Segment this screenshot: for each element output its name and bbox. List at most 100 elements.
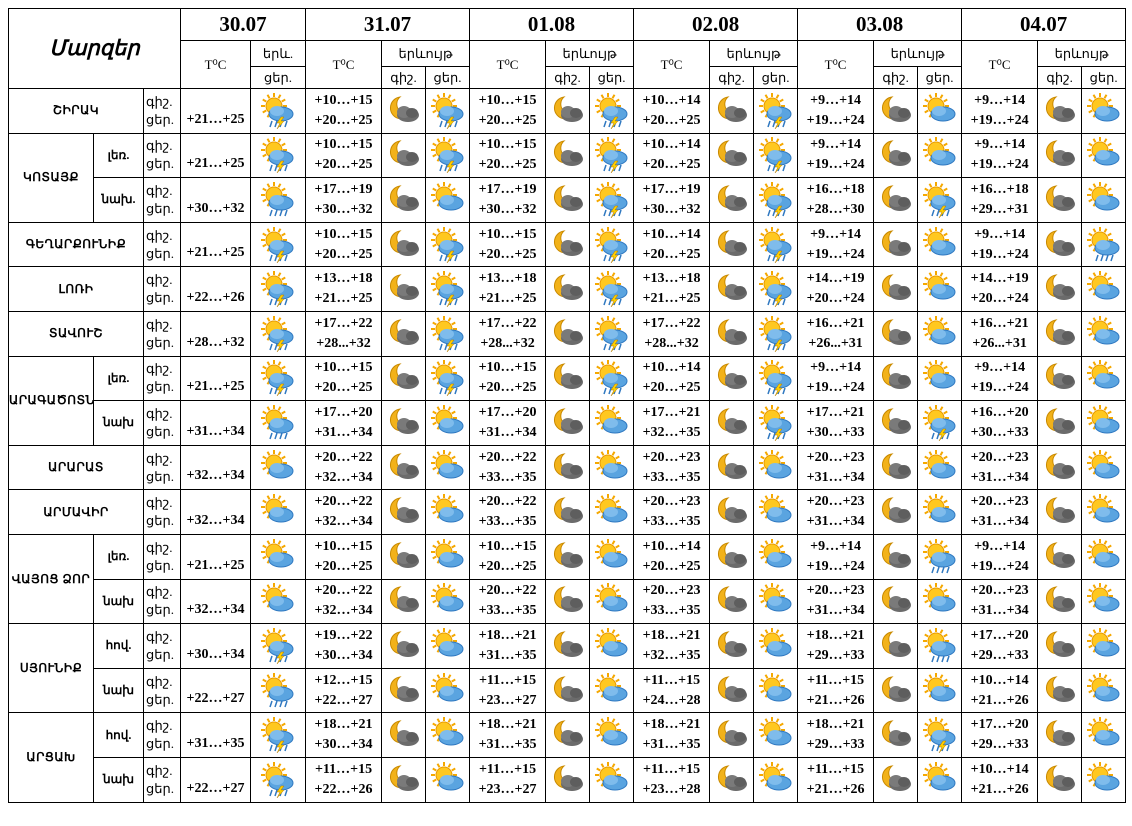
temperature: +17…+19 +30…+32 xyxy=(469,177,547,223)
night-temp: +16…+18 xyxy=(806,181,865,197)
date-header: 02.08 xyxy=(633,8,799,41)
icon-cell xyxy=(1037,444,1083,491)
icon-cell xyxy=(709,355,755,402)
weather-icon xyxy=(881,363,911,390)
icon-cell xyxy=(917,756,963,803)
icon-cell xyxy=(545,533,591,580)
temperature: +11…+15 +21…+26 xyxy=(797,667,875,714)
day-temp: +33…+35 xyxy=(478,603,537,619)
icon-cell xyxy=(425,578,471,625)
temperature: +14…+19 +20…+24 xyxy=(797,266,875,312)
icon-cell xyxy=(425,400,471,446)
weather-icon xyxy=(261,583,294,612)
time-labels: գիշ. ցեր. xyxy=(142,712,182,758)
weather-icon xyxy=(1086,181,1120,211)
region-name: ԼՈՌԻ xyxy=(8,266,144,312)
weather-icon xyxy=(881,408,911,434)
temperature: +20…+23 +31…+34 xyxy=(797,444,875,491)
night-header: գիշ. xyxy=(873,66,919,89)
weather-icon xyxy=(553,185,583,211)
night-temp: +18…+21 xyxy=(478,627,537,643)
time-label: ցեր. xyxy=(146,111,174,127)
night-temp: +11…+15 xyxy=(806,672,865,688)
weather-icon xyxy=(1045,675,1075,702)
night-temp: +10…+14 xyxy=(970,761,1029,777)
weather-icon xyxy=(881,229,911,256)
day-temp: +31…+34 xyxy=(970,469,1029,485)
icon-cell xyxy=(381,444,427,491)
day-temp: +22…+27 xyxy=(186,780,245,796)
weather-icon xyxy=(389,586,419,613)
icon-cell xyxy=(1081,400,1127,446)
weather-icon xyxy=(594,583,628,612)
weather-icon xyxy=(1045,720,1075,747)
temperature: +10…+15 +20…+25 xyxy=(305,88,383,134)
night-temp: +9…+14 xyxy=(810,360,862,376)
weather-icon xyxy=(430,538,464,568)
temperature: +17…+19 +30…+32 xyxy=(633,177,711,223)
temperature: +22…+26 xyxy=(180,266,252,312)
night-temp: +10…+14 xyxy=(642,538,701,554)
temperature: +12…+15 +22…+27 xyxy=(305,667,383,714)
night-header: գիշ. xyxy=(545,66,591,89)
icon-cell xyxy=(1081,578,1127,625)
temperature: +17…+21 +32…+35 xyxy=(633,400,711,446)
time-label: գիշ. xyxy=(146,182,173,198)
weather-icon xyxy=(881,631,911,657)
icon-cell xyxy=(250,266,307,312)
weather-icon xyxy=(553,408,583,434)
night-temp: +10…+15 xyxy=(314,360,373,376)
time-labels: գիշ. ցեր. xyxy=(142,667,182,714)
weather-icon xyxy=(430,315,464,352)
weather-icon xyxy=(1045,96,1075,122)
night-temp: +17…+20 xyxy=(314,404,373,420)
day-temp: +21…+25 xyxy=(642,291,701,307)
region-name: ՎԱՅՈՑ ՁՈՐ xyxy=(8,533,94,625)
temperature: +20…+22 +32…+34 xyxy=(305,444,383,491)
icon-cell xyxy=(709,489,755,535)
icon-cell xyxy=(381,355,427,402)
temperature: +18…+21 +29…+33 xyxy=(797,712,875,758)
weather-icon xyxy=(922,672,956,702)
weather-icon xyxy=(553,497,583,524)
icon-cell xyxy=(709,266,755,312)
weather-icon xyxy=(261,92,294,129)
icon-cell xyxy=(589,712,635,758)
temperature: +9…+14 +19…+24 xyxy=(961,221,1039,268)
weather-icon xyxy=(758,717,792,746)
weather-icon xyxy=(922,315,956,345)
weather-icon xyxy=(594,226,628,263)
night-temp: +20…+23 xyxy=(970,583,1029,599)
icon-cell xyxy=(381,400,427,446)
temperature: +10…+14 +20…+25 xyxy=(633,355,711,402)
icon-cell xyxy=(873,310,919,357)
night-temp: +17…+22 xyxy=(478,315,537,331)
icon-cell xyxy=(873,132,919,179)
temperature: +14…+19 +20…+24 xyxy=(961,266,1039,312)
region-row: նախ գիշ. ցեր. +22…+27 +11…+15 +22…+26 +11…+15 +… xyxy=(9,756,1127,803)
day-temp: +20…+25 xyxy=(478,380,537,396)
time-label: ցեր. xyxy=(146,245,174,261)
temperature: +10…+15 +20…+25 xyxy=(305,533,383,580)
temperature: +10…+15 +20…+25 xyxy=(469,132,547,179)
weather-icon xyxy=(922,360,956,389)
night-temp: +17…+20 xyxy=(478,404,537,420)
night-temp: +10…+15 xyxy=(314,137,373,153)
weather-icon xyxy=(1086,226,1120,261)
weather-icon xyxy=(881,185,911,211)
region-row: ԳԵՂԱՐՔՈՒՆԻՔ գիշ. ցեր. +21…+25 +10…+15 +20…+25… xyxy=(8,221,1127,268)
temperature: +20…+23 +31…+34 xyxy=(797,578,875,625)
night-temp: +10…+15 xyxy=(314,92,373,108)
weather-icon xyxy=(922,761,956,791)
header-row: Մարզեր 30.07 31.07 01.08 02.08 03.08 04.07 xyxy=(7,8,1127,89)
icon-cell xyxy=(250,533,307,580)
weather-icon xyxy=(1086,583,1120,612)
icon-cell xyxy=(589,88,635,134)
temperature: +10…+14 +20…+25 xyxy=(633,221,711,268)
day-temp: +29…+33 xyxy=(970,647,1029,663)
weather-icon xyxy=(430,672,464,702)
night-temp: +17…+22 xyxy=(642,315,701,331)
time-labels: գիշ. ցեր. xyxy=(142,578,182,625)
weather-icon xyxy=(594,627,628,657)
weather-icon xyxy=(758,538,792,568)
